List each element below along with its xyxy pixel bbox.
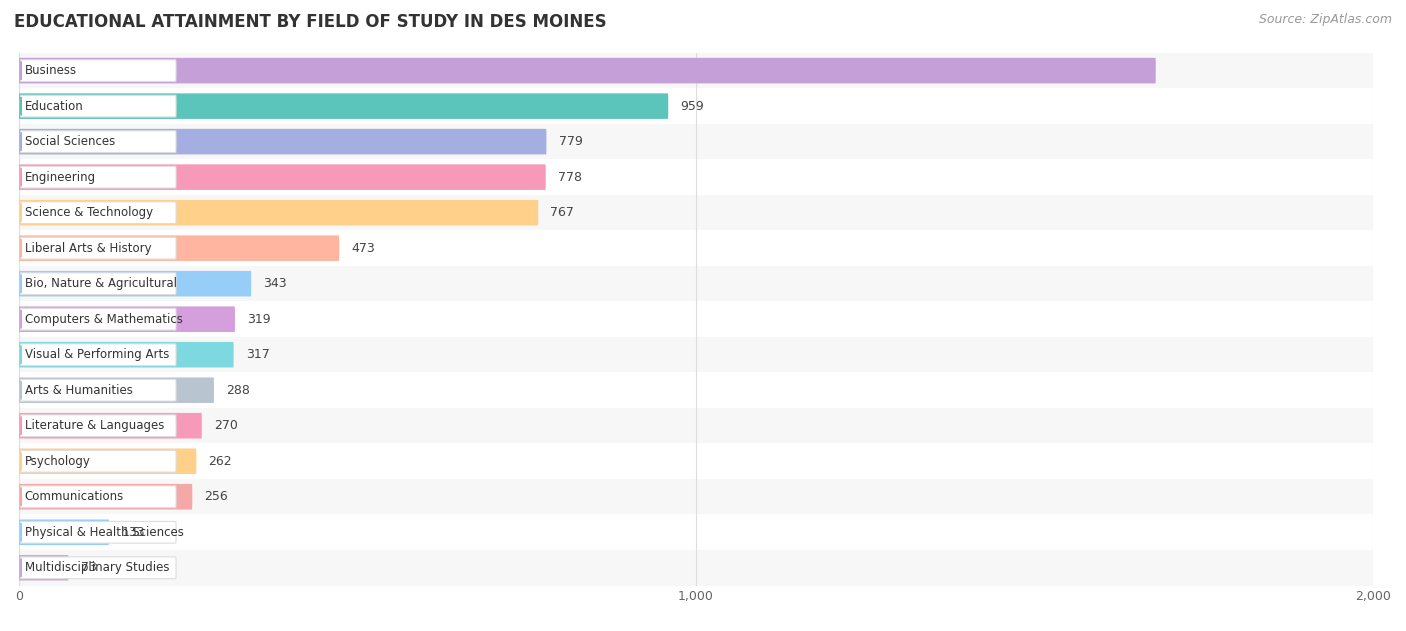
FancyBboxPatch shape	[20, 167, 176, 188]
FancyBboxPatch shape	[20, 344, 176, 365]
Bar	[20, 550, 1374, 586]
Bar	[20, 230, 1374, 266]
FancyBboxPatch shape	[20, 129, 547, 155]
Text: 319: 319	[247, 313, 271, 326]
Text: 779: 779	[558, 135, 582, 148]
Text: Liberal Arts & History: Liberal Arts & History	[25, 242, 152, 255]
FancyBboxPatch shape	[20, 555, 69, 581]
Text: Engineering: Engineering	[25, 170, 96, 184]
Text: Source: ZipAtlas.com: Source: ZipAtlas.com	[1258, 13, 1392, 26]
Bar	[20, 266, 1374, 302]
FancyBboxPatch shape	[20, 377, 214, 403]
Text: Visual & Performing Arts: Visual & Performing Arts	[25, 348, 169, 361]
Text: 959: 959	[681, 100, 704, 112]
Text: 473: 473	[352, 242, 375, 255]
FancyBboxPatch shape	[20, 379, 176, 401]
Bar	[20, 302, 1374, 337]
Text: Psychology: Psychology	[25, 455, 90, 468]
Text: 288: 288	[226, 384, 250, 397]
Text: Literature & Languages: Literature & Languages	[25, 419, 165, 432]
Text: 270: 270	[214, 419, 238, 432]
FancyBboxPatch shape	[20, 415, 176, 437]
FancyBboxPatch shape	[20, 271, 252, 297]
FancyBboxPatch shape	[20, 342, 233, 367]
Bar	[20, 337, 1374, 372]
FancyBboxPatch shape	[20, 60, 176, 81]
Text: Physical & Health Sciences: Physical & Health Sciences	[25, 526, 184, 539]
FancyBboxPatch shape	[20, 273, 176, 295]
FancyBboxPatch shape	[20, 95, 176, 117]
Bar	[20, 195, 1374, 230]
Bar	[20, 444, 1374, 479]
Text: 343: 343	[263, 277, 287, 290]
Text: EDUCATIONAL ATTAINMENT BY FIELD OF STUDY IN DES MOINES: EDUCATIONAL ATTAINMENT BY FIELD OF STUDY…	[14, 13, 606, 31]
FancyBboxPatch shape	[20, 164, 546, 190]
FancyBboxPatch shape	[20, 307, 235, 332]
Text: Science & Technology: Science & Technology	[25, 206, 153, 219]
Text: Computers & Mathematics: Computers & Mathematics	[25, 313, 183, 326]
Text: Communications: Communications	[25, 490, 124, 504]
FancyBboxPatch shape	[20, 451, 176, 472]
FancyBboxPatch shape	[20, 202, 176, 223]
FancyBboxPatch shape	[20, 449, 197, 474]
FancyBboxPatch shape	[20, 200, 538, 225]
Bar	[20, 160, 1374, 195]
FancyBboxPatch shape	[20, 93, 668, 119]
Text: Multidisciplinary Studies: Multidisciplinary Studies	[25, 561, 169, 574]
Text: 262: 262	[208, 455, 232, 468]
FancyBboxPatch shape	[20, 58, 1156, 83]
FancyBboxPatch shape	[20, 309, 176, 330]
Text: Arts & Humanities: Arts & Humanities	[25, 384, 132, 397]
Text: 767: 767	[551, 206, 574, 219]
Text: Education: Education	[25, 100, 83, 112]
FancyBboxPatch shape	[20, 237, 176, 259]
Bar	[20, 372, 1374, 408]
Bar	[20, 124, 1374, 160]
Text: Social Sciences: Social Sciences	[25, 135, 115, 148]
Bar	[20, 479, 1374, 514]
Text: Business: Business	[25, 64, 77, 77]
FancyBboxPatch shape	[20, 484, 193, 509]
Text: 317: 317	[246, 348, 270, 361]
Bar	[20, 88, 1374, 124]
Text: 73: 73	[80, 561, 97, 574]
Text: 256: 256	[204, 490, 228, 504]
Text: 133: 133	[121, 526, 145, 539]
FancyBboxPatch shape	[20, 235, 339, 261]
FancyBboxPatch shape	[20, 557, 176, 579]
Bar	[20, 408, 1374, 444]
FancyBboxPatch shape	[20, 131, 176, 153]
FancyBboxPatch shape	[20, 521, 176, 543]
FancyBboxPatch shape	[20, 413, 202, 439]
Bar	[20, 53, 1374, 88]
FancyBboxPatch shape	[20, 486, 176, 507]
Text: 778: 778	[558, 170, 582, 184]
Text: Bio, Nature & Agricultural: Bio, Nature & Agricultural	[25, 277, 177, 290]
FancyBboxPatch shape	[20, 519, 110, 545]
Bar	[20, 514, 1374, 550]
